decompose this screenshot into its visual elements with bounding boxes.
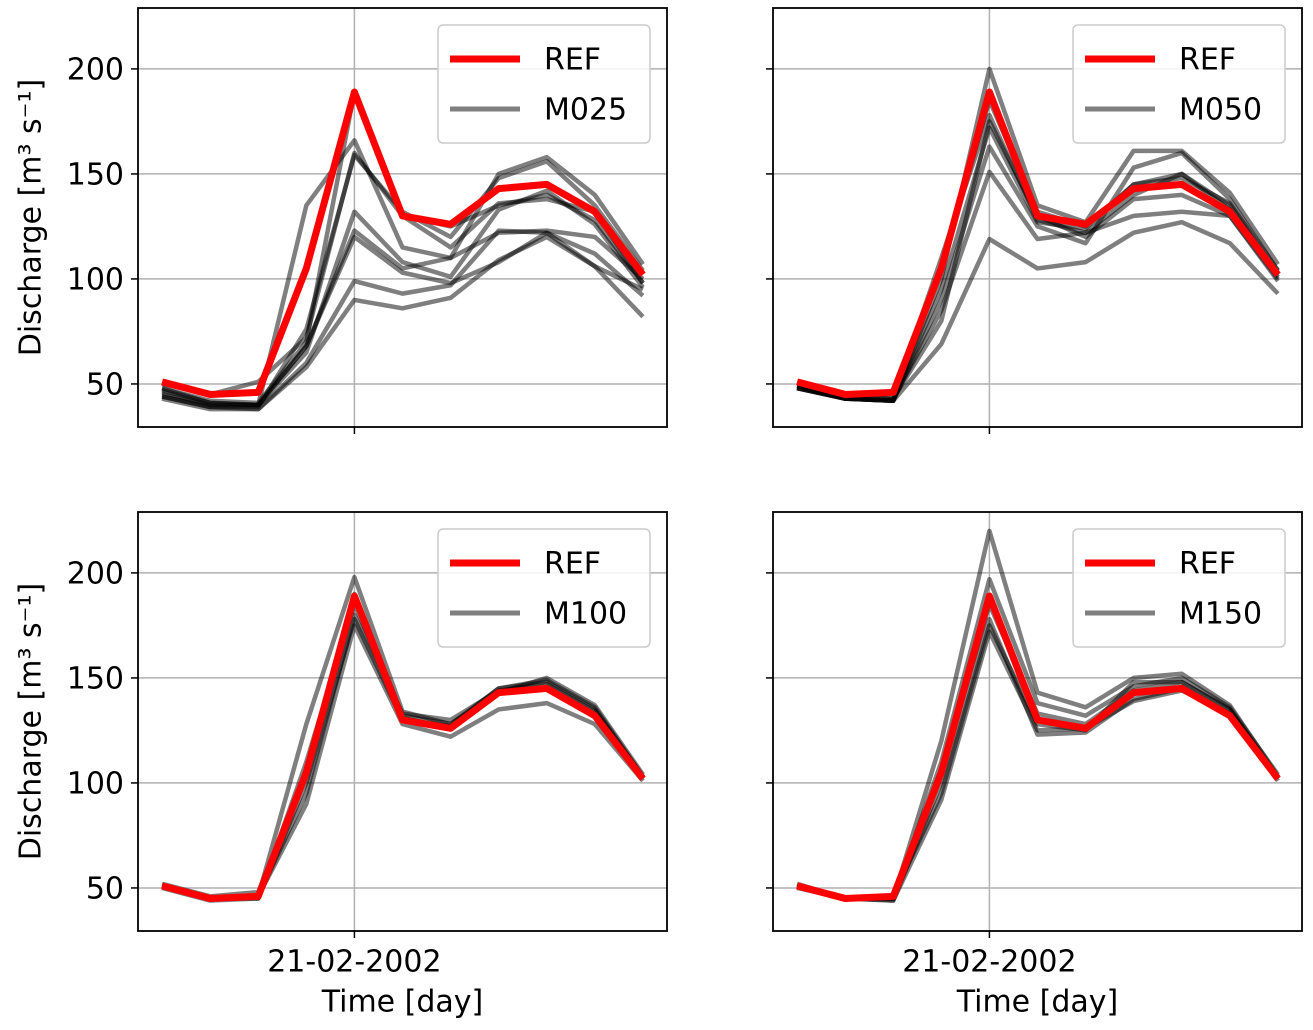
x-axis-label: Time [day] bbox=[956, 985, 1119, 1020]
x-axis-label: Time [day] bbox=[321, 985, 484, 1020]
ensemble-line bbox=[161, 230, 645, 408]
axes-frame bbox=[137, 7, 668, 428]
ensemble-line bbox=[796, 616, 1280, 903]
legend-label: M150 bbox=[1179, 597, 1262, 632]
subplot: REF M050 bbox=[766, 7, 1303, 434]
ensemble-line bbox=[161, 152, 645, 410]
subplot: 21-02-2002 REF M150 Time [day] bbox=[766, 511, 1303, 1020]
y-tick-label: 100 bbox=[67, 766, 124, 801]
legend-label: M050 bbox=[1179, 93, 1262, 128]
x-tick-label: 21-02-2002 bbox=[902, 945, 1076, 980]
legend: REF M025 bbox=[437, 24, 651, 144]
axes-frame bbox=[772, 511, 1303, 932]
ref-line bbox=[796, 592, 1281, 902]
legend-label: REF bbox=[1179, 547, 1236, 582]
y-axis-label: Discharge [m³ s⁻¹] bbox=[14, 583, 49, 861]
ensemble-line bbox=[796, 602, 1280, 901]
legend-label: REF bbox=[544, 43, 601, 78]
ref-line bbox=[161, 592, 646, 902]
ensemble-line bbox=[796, 98, 1280, 403]
legend: REF M100 bbox=[437, 528, 651, 648]
ref-line bbox=[796, 88, 1281, 398]
ensemble-line bbox=[161, 188, 645, 408]
ensemble-line bbox=[796, 112, 1280, 401]
axes-frame bbox=[137, 511, 668, 932]
x-tick-label: 21-02-2002 bbox=[267, 945, 441, 980]
subplot: 50 100 150 200 21-02-2002 REF M100 Discharge [m… bbox=[14, 511, 668, 1020]
ensemble-line bbox=[796, 623, 1280, 901]
y-tick-label: 200 bbox=[67, 556, 124, 591]
y-tick-label: 150 bbox=[67, 157, 124, 192]
ensemble-line bbox=[161, 228, 645, 412]
legend-box bbox=[437, 528, 651, 648]
subplot: 50 100 150 200 REF M025 Discharge [m³ s⁻¹] bbox=[14, 7, 668, 434]
y-tick-label: 200 bbox=[67, 52, 124, 87]
ref-line bbox=[161, 88, 646, 398]
ensemble-line bbox=[796, 629, 1280, 903]
ensemble-line bbox=[161, 602, 645, 903]
legend-box bbox=[437, 24, 651, 144]
y-tick-label: 50 bbox=[86, 367, 124, 402]
ensemble-line bbox=[796, 125, 1280, 403]
ensemble-line bbox=[161, 623, 645, 901]
axes-frame bbox=[772, 7, 1303, 428]
ensemble-line bbox=[796, 144, 1280, 403]
ensemble-line bbox=[796, 219, 1280, 403]
legend-label: REF bbox=[1179, 43, 1236, 78]
legend-label: REF bbox=[544, 547, 601, 582]
ensemble-line bbox=[796, 119, 1280, 401]
y-tick-label: 150 bbox=[67, 661, 124, 696]
ensemble-line bbox=[161, 234, 644, 412]
legend: REF M050 bbox=[1072, 24, 1286, 144]
ensemble-line bbox=[161, 612, 645, 901]
y-axis-label: Discharge [m³ s⁻¹] bbox=[14, 79, 49, 357]
ensemble-line bbox=[161, 228, 645, 408]
legend-box bbox=[1072, 528, 1286, 648]
ensemble-line bbox=[161, 616, 645, 901]
y-tick-label: 100 bbox=[67, 262, 124, 297]
legend-label: M025 bbox=[544, 93, 627, 128]
legend: REF M150 bbox=[1072, 528, 1286, 648]
legend-box bbox=[1072, 24, 1286, 144]
legend-label: M100 bbox=[544, 597, 627, 632]
y-tick-label: 50 bbox=[86, 871, 124, 906]
